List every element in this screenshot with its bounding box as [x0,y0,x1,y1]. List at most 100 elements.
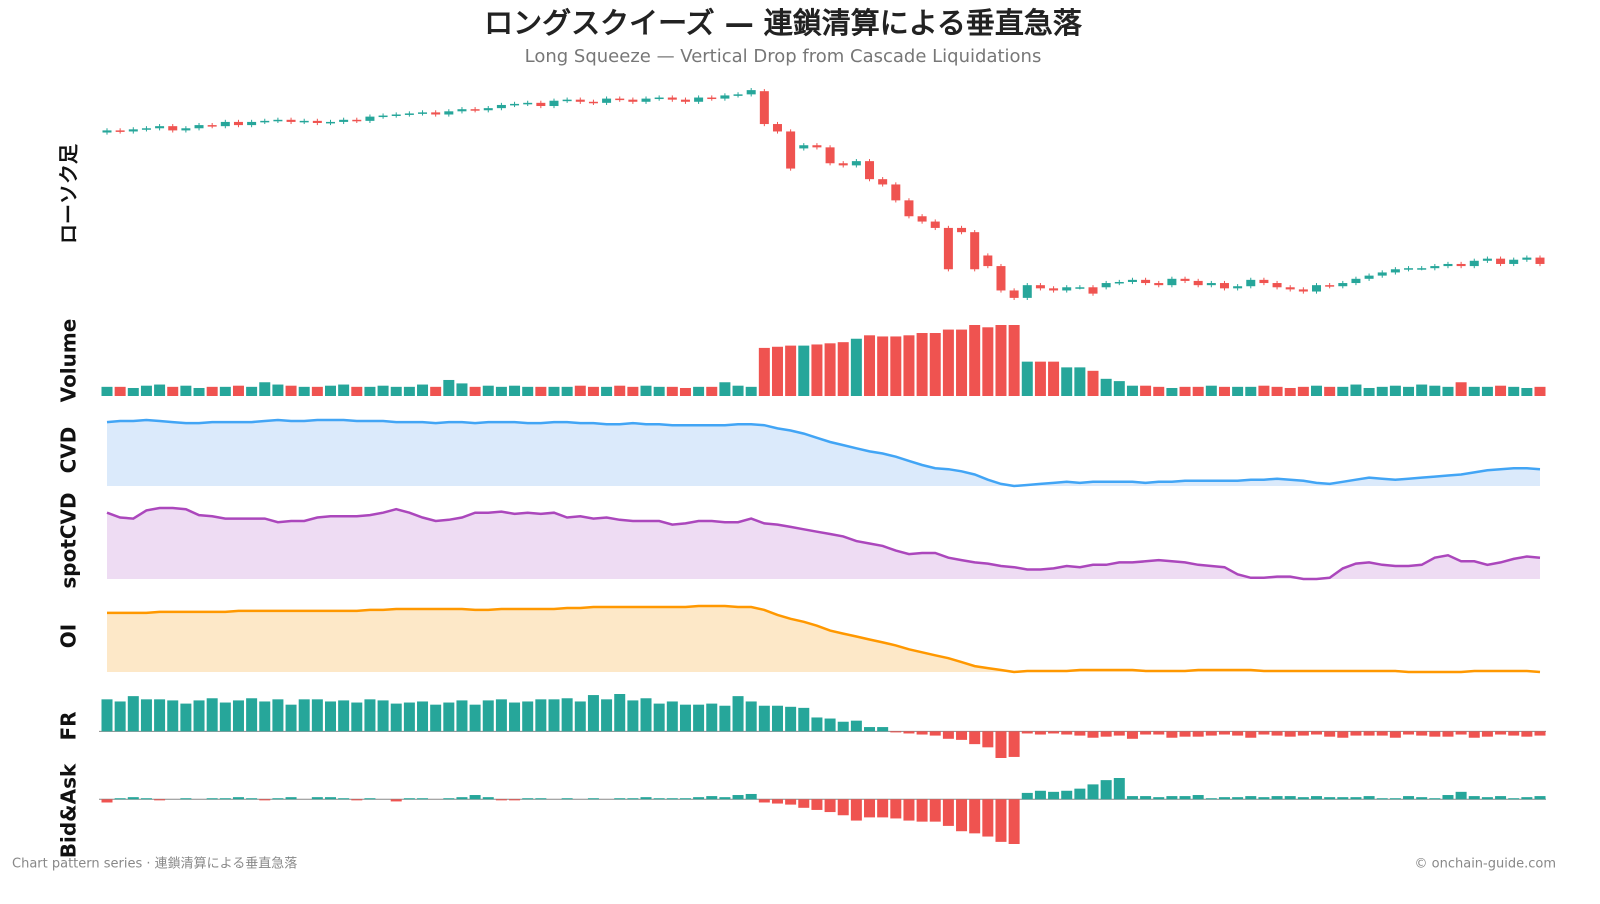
bar [824,799,836,813]
candle-body [418,112,428,114]
candle-body [1522,257,1532,260]
bar [693,386,705,396]
bar [443,702,455,732]
bar [758,799,770,803]
bar [706,796,718,800]
bar [1218,386,1230,396]
bar [995,799,1007,842]
candle-body [707,97,717,100]
bar [167,700,179,732]
bar [942,731,954,739]
bar [1508,798,1520,800]
bar [101,799,113,803]
bar [1350,384,1362,396]
bar [1034,361,1046,396]
bar [1113,778,1125,800]
bar [482,700,494,732]
bar [982,731,994,748]
candle-body [930,221,940,228]
bar [1048,731,1060,734]
candle-body [404,113,414,115]
candle-body [457,109,467,112]
bar [850,720,862,732]
candle-body [667,97,677,100]
candle-body [1377,272,1387,276]
bar [246,798,258,800]
candle-body [352,119,362,122]
bar [285,704,297,732]
candle-body [207,125,217,127]
candle-body [996,266,1006,291]
bar [1468,386,1480,396]
candle-body [312,120,322,123]
bar [443,379,455,396]
bar [535,386,547,396]
bar [219,798,231,800]
bar [785,799,797,805]
bar [1311,796,1323,800]
bar [1048,361,1060,396]
bar [114,701,126,732]
candle-body [799,145,809,149]
bar [916,333,928,396]
candle-body [220,121,230,127]
bar [1284,796,1296,800]
bar [140,699,152,732]
bar [403,702,415,732]
bar [732,795,744,800]
bar [338,384,350,396]
bar [509,385,521,396]
bar [1021,731,1033,734]
candle-body [878,179,888,185]
bar [535,699,547,732]
bar [732,696,744,732]
bar [167,386,179,396]
bar [601,386,613,396]
bar [1126,385,1138,396]
candle-body [904,200,914,217]
bar [1140,796,1152,800]
bar [877,727,889,732]
candle-body [983,255,993,267]
bar [180,703,192,732]
bar [890,336,902,396]
bar [956,799,968,832]
bar [1100,731,1112,737]
bar [311,699,323,732]
candle-body [128,129,138,132]
bar [1376,731,1388,736]
candle-body [470,109,480,111]
bar [1113,731,1125,736]
bar [1337,797,1349,800]
candle-body [1443,263,1453,267]
bar [206,698,218,732]
bar [1232,386,1244,396]
candle-body [641,98,651,102]
bar [495,699,507,732]
bar [824,718,836,732]
candle-body [444,111,454,115]
bar [785,345,797,396]
bar [101,699,113,732]
bar [1218,797,1230,800]
candle-body [141,128,151,130]
bar [206,386,218,396]
bar [127,696,139,732]
bar [417,701,429,732]
bar [1100,378,1112,396]
bar [1153,731,1165,735]
bar [1429,798,1441,800]
bar [1087,731,1099,738]
candle-body [825,147,835,164]
bar [877,799,889,818]
candle-body [1088,287,1098,294]
bar [929,799,941,822]
bar [1126,731,1138,739]
bar [771,705,783,732]
bar [1481,797,1493,800]
candle-body [851,161,861,166]
bar [1166,731,1178,738]
bar [114,386,126,396]
bar [101,386,113,396]
